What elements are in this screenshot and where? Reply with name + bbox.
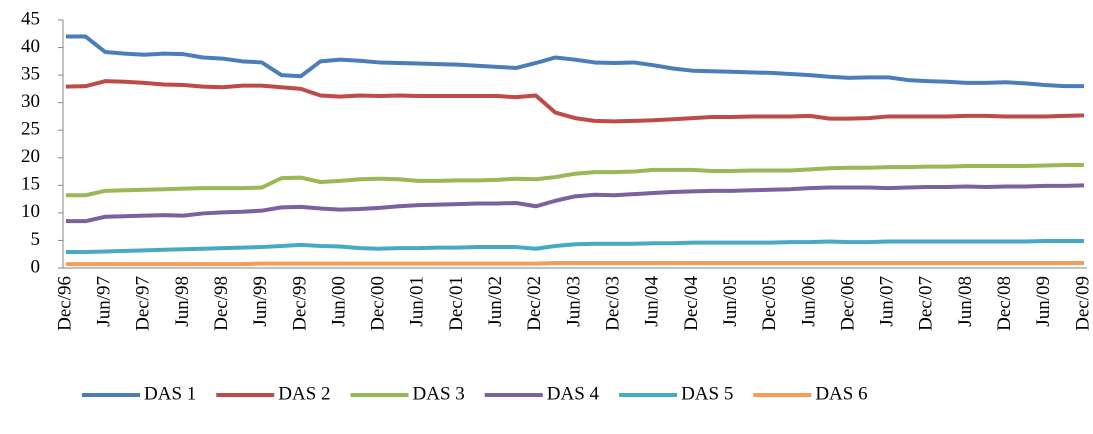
y-tick-label: 10 [21, 201, 40, 222]
x-tick-label: Jun/98 [172, 276, 193, 327]
x-tick-label: Jun/99 [250, 276, 271, 327]
legend-label: DAS 3 [413, 383, 465, 404]
x-tick-label: Dec/02 [524, 276, 545, 331]
legend-label: DAS 4 [547, 383, 600, 404]
x-tick-label: Dec/04 [681, 276, 702, 331]
x-tick-label: Jun/00 [328, 276, 349, 327]
y-tick-label: 25 [21, 119, 40, 140]
series-line [65, 79, 1085, 124]
series-line [66, 183, 1085, 224]
legend-label: DAS 6 [815, 383, 867, 404]
x-tick-label: Dec/05 [759, 276, 780, 331]
x-tick-label: Dec/01 [446, 276, 467, 331]
x-tick-label: Dec/99 [289, 276, 310, 331]
x-tick-label: Dec/06 [837, 276, 858, 331]
x-tick-label: Jun/03 [563, 276, 584, 327]
y-tick-label: 35 [21, 63, 40, 84]
x-tick-label: Dec/96 [54, 276, 75, 331]
x-tick-label: Dec/07 [916, 276, 937, 331]
series-line [66, 34, 1084, 89]
y-tick-label: 0 [31, 256, 41, 277]
series-line [66, 162, 1084, 198]
series-line [66, 261, 1084, 267]
x-tick-label: Jun/08 [955, 276, 976, 327]
y-tick-label: 40 [21, 36, 40, 57]
x-tick-label: Jun/02 [485, 276, 506, 327]
x-tick-label: Jun/01 [407, 276, 428, 327]
x-tick-label: Dec/98 [211, 276, 232, 331]
y-tick-label: 45 [21, 8, 40, 29]
x-tick-label: Jun/05 [720, 276, 741, 327]
y-tick-label: 30 [21, 91, 40, 112]
legend-label: DAS 1 [144, 383, 196, 404]
legend-label: DAS 2 [278, 383, 330, 404]
x-tick-label: Jun/97 [94, 276, 115, 327]
x-tick-label: Dec/03 [603, 276, 624, 331]
series-line [66, 239, 1084, 255]
legend-label: DAS 5 [681, 383, 733, 404]
y-tick-label: 15 [21, 174, 40, 195]
x-tick-label: Dec/97 [133, 276, 154, 331]
x-tick-label: Jun/07 [877, 276, 898, 327]
y-tick-label: 20 [21, 146, 40, 167]
x-tick-label: Jun/09 [1033, 276, 1054, 327]
x-tick-label: Jun/06 [798, 276, 819, 327]
x-tick-label: Dec/09 [1072, 276, 1093, 331]
x-tick-label: Dec/08 [994, 276, 1015, 331]
x-tick-label: Jun/04 [642, 276, 663, 327]
x-tick-label: Dec/00 [368, 276, 389, 331]
y-tick-label: 5 [31, 229, 41, 250]
